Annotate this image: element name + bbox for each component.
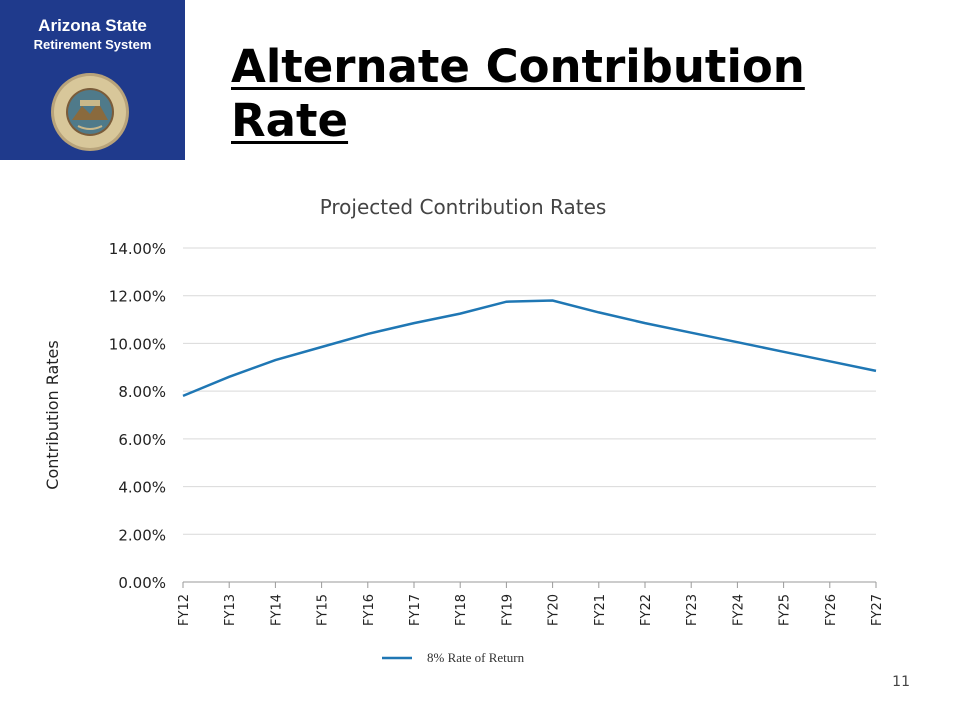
y-tick-label: 6.00% (118, 431, 166, 449)
x-tick-label: FY14 (269, 594, 284, 626)
x-tick-label: FY26 (824, 594, 839, 626)
y-tick-label: 8.00% (118, 383, 166, 401)
y-axis-label: Contribution Rates (43, 340, 62, 489)
x-tick-label: FY24 (731, 594, 746, 626)
x-tick-label: FY25 (778, 594, 793, 626)
y-tick-label: 12.00% (109, 288, 166, 306)
x-tick-label: FY19 (500, 594, 515, 626)
org-name-line2: Retirement System (33, 37, 152, 52)
legend-label: 8% Rate of Return (427, 650, 525, 665)
x-tick-label: FY27 (870, 594, 885, 626)
x-tick-label: FY13 (223, 594, 238, 626)
x-tick-label: FY18 (454, 594, 469, 626)
y-tick-label: 10.00% (109, 335, 166, 353)
y-tick-labels: 0.00% 2.00% 4.00% 6.00% 8.00% 10.00% 12.00% 14.… (109, 240, 166, 592)
y-tick-label: 14.00% (109, 240, 166, 258)
state-seal-icon (51, 73, 129, 151)
chart-title: Projected Contribution Rates (320, 195, 607, 219)
x-tick-label: FY22 (639, 594, 654, 626)
org-name-line1: Arizona State (38, 16, 147, 35)
x-tick-label: FY21 (593, 594, 608, 626)
x-tick-label: FY17 (408, 594, 423, 626)
x-tick-label: FY23 (685, 594, 700, 626)
y-tick-label: 0.00% (118, 574, 166, 592)
x-tick-label: FY12 (177, 594, 192, 626)
y-tick-label: 2.00% (118, 526, 166, 544)
page-number: 11 (892, 674, 910, 690)
series-line-8pct (182, 299, 877, 398)
x-tick-label: FY20 (547, 594, 562, 626)
x-tick-label: FY15 (316, 594, 331, 626)
y-tick-label: 4.00% (118, 479, 166, 497)
x-axis: FY12 FY13 FY14 FY15 FY16 FY17 FY18 FY19 FY20 FY21… (177, 582, 885, 626)
grid-lines (183, 247, 876, 583)
slide-title: Alternate Contribution Rate (231, 40, 805, 147)
x-tick-label: FY16 (362, 594, 377, 626)
logo-panel: Arizona State Retirement System (0, 0, 185, 160)
